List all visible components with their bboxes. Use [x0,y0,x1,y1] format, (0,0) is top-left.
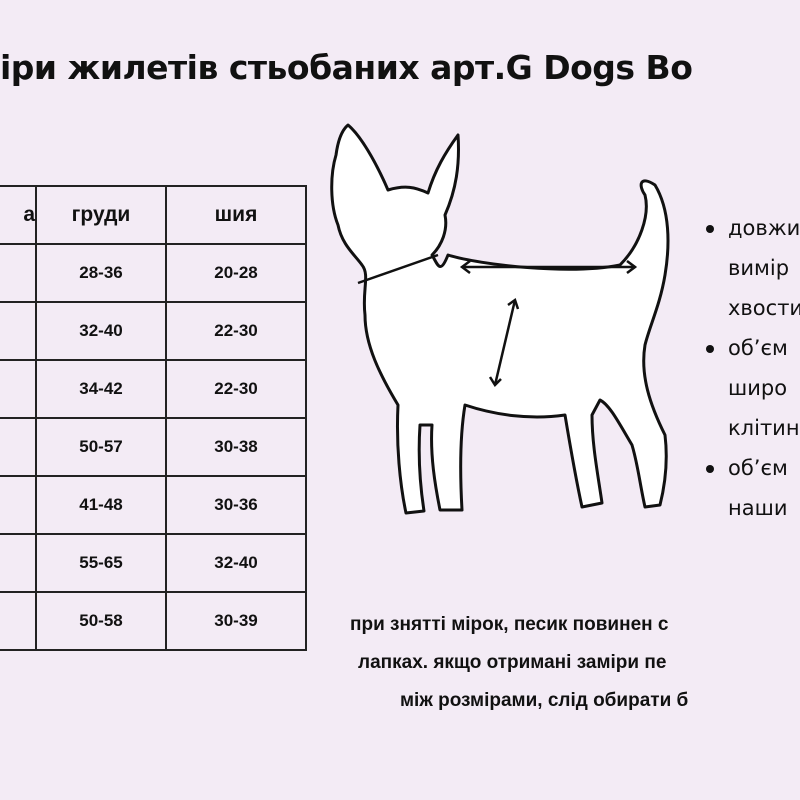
chest-cell: 41-48 [35,475,167,535]
bullet-text: широ [728,376,788,400]
size-table: а груди шия 28-36 20-28 32-40 22-30 34-42 2… [0,185,307,651]
neck-cell: 30-39 [165,591,307,651]
table-row: 34-42 22-30 [0,359,307,419]
page-title: іри жилетів стьобаних арт.G Dogs Bo [0,48,693,87]
bullet-line: довжи [706,208,800,248]
measurement-list: довжи вимір хвости об’єм широ клітин об’… [706,208,800,528]
neck-cell: 32-40 [165,533,307,593]
header-neck: шия [165,185,307,245]
table-row: 32-40 22-30 [0,301,307,361]
neck-cell: 30-38 [165,417,307,477]
bullet-icon [706,465,714,473]
dog-silhouette [330,123,670,515]
neck-cell: 30-36 [165,475,307,535]
neck-cell: 22-30 [165,359,307,419]
note-line-1: при знятті мірок, песик повинен с [350,614,669,635]
bullet-line: об’єм [706,448,800,488]
chest-cell: 50-57 [35,417,167,477]
table-row: 55-65 32-40 [0,533,307,593]
bullet-text: наши [728,496,788,520]
table-header-row: а груди шия [0,185,307,245]
bullet-text: довжи [728,216,800,240]
bullet-line: клітин [706,408,800,448]
bullet-icon [706,345,714,353]
bullet-text: об’єм [728,456,788,480]
bullet-text: клітин [728,416,800,440]
table-row: 28-36 20-28 [0,243,307,303]
dog-illustration [330,123,670,515]
chest-cell: 50-58 [35,591,167,651]
note-line-3: між розмірами, слід обирати б [400,690,689,711]
bullet-line: наши [706,488,800,528]
table-row: 41-48 30-36 [0,475,307,535]
bullet-line: об’єм [706,328,800,368]
bullet-line: вимір [706,248,800,288]
measure-arrows [357,253,638,387]
bullet-text: вимір [728,256,790,280]
bullet-text: хвости [728,296,800,320]
table-row: 50-58 30-39 [0,591,307,651]
note-line-2: лапках. якщо отримані заміри пе [358,652,667,673]
table-row: 50-57 30-38 [0,417,307,477]
bullet-text: об’єм [728,336,788,360]
bullet-line: хвости [706,288,800,328]
neck-cell: 20-28 [165,243,307,303]
neck-cell: 22-30 [165,301,307,361]
chest-cell: 32-40 [35,301,167,361]
header-size: а [0,185,37,245]
chest-cell: 55-65 [35,533,167,593]
chest-cell: 34-42 [35,359,167,419]
bullet-icon [706,225,714,233]
header-chest: груди [35,185,167,245]
bullet-line: широ [706,368,800,408]
chest-cell: 28-36 [35,243,167,303]
